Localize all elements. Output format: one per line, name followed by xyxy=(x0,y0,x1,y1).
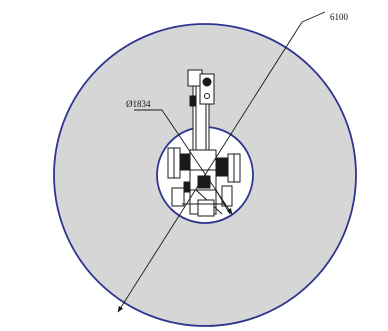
inner-diameter-dimension: Ø1834 xyxy=(126,99,233,215)
outer-leader-line xyxy=(301,11,326,23)
boom-arm xyxy=(187,69,215,195)
machine-top-view xyxy=(167,69,241,217)
outer-diameter-line xyxy=(117,21,303,313)
left-outrigger xyxy=(167,147,195,207)
outer-diameter-dimension: 6100 xyxy=(117,11,349,313)
outer-diameter-label: 6100 xyxy=(330,12,349,22)
central-body xyxy=(182,149,231,217)
inner-diameter-label: Ø1834 xyxy=(126,99,151,109)
inner-diameter-line xyxy=(161,109,233,215)
